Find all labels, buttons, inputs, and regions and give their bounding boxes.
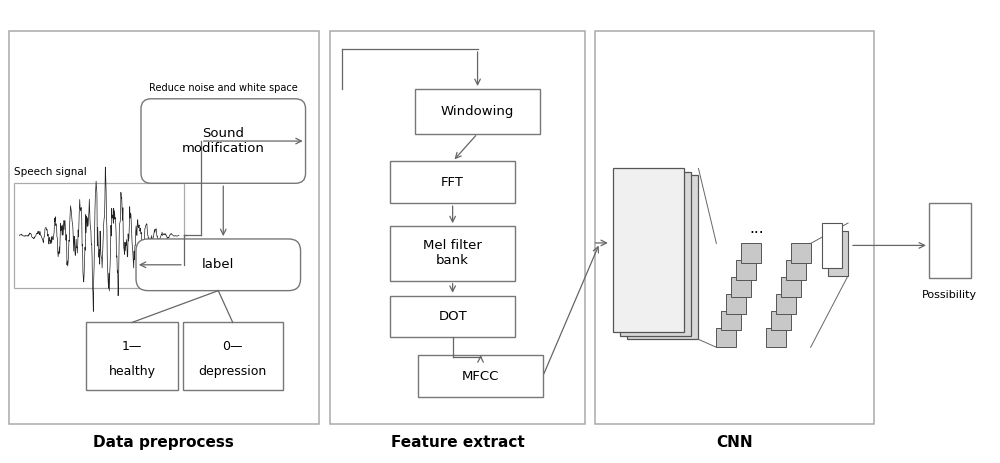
Bar [415, 89, 540, 134]
Bar [726, 294, 746, 313]
Bar [390, 295, 515, 338]
Text: Windowing: Windowing [441, 105, 514, 118]
Bar [330, 31, 585, 424]
Text: Reduce noise and white space: Reduce noise and white space [149, 83, 298, 93]
Text: Mel filter
bank: Mel filter bank [423, 239, 482, 267]
Bar [86, 322, 178, 390]
Bar [595, 31, 874, 424]
Text: label: label [202, 258, 234, 271]
Bar [721, 311, 741, 331]
Bar [9, 31, 319, 424]
Bar [620, 172, 691, 336]
Bar [786, 260, 806, 280]
Bar [390, 162, 515, 203]
Bar [736, 260, 756, 280]
Bar [822, 223, 842, 268]
Bar [14, 183, 184, 288]
Text: FFT: FFT [441, 176, 464, 189]
Text: 0—: 0— [222, 339, 243, 353]
FancyBboxPatch shape [136, 239, 301, 291]
Bar [776, 294, 796, 313]
Bar [183, 322, 283, 390]
Bar [418, 355, 543, 397]
Bar [390, 226, 515, 281]
Text: ...: ... [749, 220, 764, 236]
Bar [771, 311, 791, 331]
Bar [828, 231, 848, 276]
Bar [791, 244, 811, 263]
Text: 1—: 1— [122, 339, 142, 353]
Text: depression: depression [199, 365, 267, 378]
Bar [781, 277, 801, 297]
Text: healthy: healthy [109, 365, 156, 378]
Bar [766, 328, 786, 347]
Text: Possibility: Possibility [922, 290, 977, 300]
Text: CNN: CNN [716, 435, 753, 450]
Text: Speech signal: Speech signal [14, 167, 87, 177]
Bar [731, 277, 751, 297]
Text: Feature extract: Feature extract [391, 435, 524, 450]
Bar [613, 169, 684, 332]
Bar [741, 244, 761, 263]
Text: MFCC: MFCC [462, 369, 499, 382]
FancyBboxPatch shape [141, 99, 306, 183]
Text: Sound
modification: Sound modification [182, 127, 265, 155]
Bar [716, 328, 736, 347]
Bar [929, 203, 971, 278]
Bar [627, 175, 698, 339]
Text: Data preprocess: Data preprocess [93, 435, 234, 450]
Text: DOT: DOT [438, 310, 467, 323]
